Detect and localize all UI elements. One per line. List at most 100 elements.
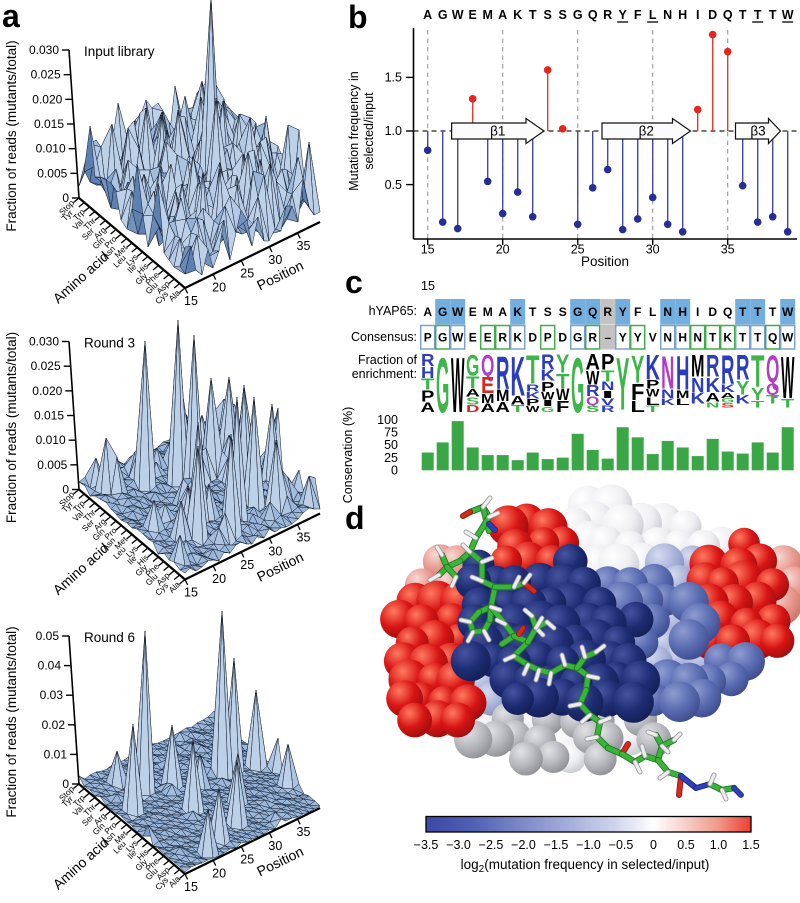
- svg-text:R: R: [541, 351, 554, 374]
- svg-text:P: P: [646, 378, 659, 391]
- svg-text:W: W: [451, 341, 465, 429]
- svg-text:T: T: [751, 399, 765, 409]
- svg-text:0.020: 0.020: [32, 92, 62, 106]
- svg-text:G: G: [466, 350, 479, 383]
- svg-text:0.025: 0.025: [31, 68, 61, 82]
- svg-text:Q: Q: [723, 305, 732, 319]
- svg-text:Q: Q: [588, 8, 598, 22]
- svg-text:1.0: 1.0: [385, 124, 402, 138]
- svg-text:F: F: [631, 380, 644, 406]
- svg-text:G: G: [541, 405, 554, 414]
- svg-text:T: T: [709, 331, 717, 345]
- svg-text:S: S: [559, 305, 567, 319]
- svg-text:T: T: [646, 404, 660, 414]
- svg-text:H: H: [678, 305, 687, 319]
- svg-text:20: 20: [212, 572, 226, 586]
- svg-text:W: W: [452, 331, 464, 345]
- svg-text:Y: Y: [736, 378, 749, 400]
- svg-text:15: 15: [184, 880, 198, 894]
- svg-text:Round 3: Round 3: [84, 336, 135, 351]
- svg-text:25: 25: [240, 853, 254, 867]
- svg-text:35: 35: [721, 243, 735, 257]
- svg-text:30: 30: [268, 544, 282, 558]
- svg-text:50: 50: [384, 438, 398, 452]
- svg-text:K: K: [660, 397, 675, 407]
- svg-text:β1: β1: [490, 124, 505, 139]
- svg-text:Y: Y: [619, 331, 627, 345]
- svg-text:0.030: 0.030: [29, 43, 59, 57]
- svg-text:N: N: [663, 331, 672, 345]
- svg-text:Y: Y: [556, 349, 569, 378]
- svg-text:P: P: [526, 398, 539, 408]
- svg-text:D: D: [708, 8, 717, 22]
- svg-text:P: P: [424, 331, 432, 345]
- svg-text:H: H: [676, 346, 689, 400]
- svg-text:35: 35: [297, 825, 311, 839]
- svg-text:0.020: 0.020: [32, 384, 62, 398]
- svg-text:L: L: [645, 395, 660, 407]
- svg-text:Q: Q: [766, 381, 780, 398]
- svg-text:S: S: [559, 8, 567, 22]
- svg-text:K: K: [723, 331, 732, 345]
- svg-text:Q: Q: [768, 331, 777, 345]
- svg-text:A: A: [705, 390, 719, 404]
- svg-text:−3.5: −3.5: [414, 838, 439, 852]
- svg-text:G: G: [571, 342, 584, 429]
- svg-text:15: 15: [184, 294, 198, 308]
- svg-text:H: H: [678, 331, 687, 345]
- svg-text:Position: Position: [581, 254, 629, 269]
- svg-text:A: A: [498, 305, 507, 319]
- svg-text:M: M: [481, 392, 494, 406]
- svg-text:35: 35: [297, 531, 311, 545]
- svg-text:T: T: [751, 347, 765, 398]
- svg-text:N: N: [663, 305, 672, 319]
- svg-text:T: T: [739, 331, 747, 345]
- svg-text:1.5: 1.5: [385, 71, 402, 85]
- svg-text:I: I: [541, 399, 554, 408]
- svg-text:L: L: [649, 305, 656, 319]
- svg-text:W: W: [556, 386, 570, 404]
- svg-text:T: T: [529, 305, 537, 319]
- svg-text:E: E: [484, 331, 492, 345]
- svg-text:25: 25: [240, 558, 254, 572]
- svg-text:0.5: 0.5: [677, 838, 694, 852]
- svg-text:selected/input: selected/input: [362, 92, 376, 170]
- svg-text:Input library: Input library: [84, 44, 155, 59]
- svg-text:R: R: [603, 8, 612, 22]
- svg-text:0.030: 0.030: [29, 335, 59, 349]
- svg-text:A: A: [720, 391, 735, 400]
- svg-text:T: T: [421, 377, 435, 394]
- svg-text:L: L: [649, 8, 657, 22]
- svg-text:0: 0: [62, 191, 69, 205]
- svg-text:R: R: [496, 346, 509, 399]
- svg-text:M: M: [482, 8, 492, 22]
- svg-text:Q: Q: [586, 395, 599, 408]
- svg-text:K: K: [510, 345, 524, 408]
- svg-text:G: G: [721, 397, 734, 404]
- svg-text:−1.5: −1.5: [544, 838, 569, 852]
- svg-text:K: K: [735, 393, 749, 407]
- svg-text:c: c: [345, 264, 363, 300]
- svg-text:25: 25: [240, 267, 254, 281]
- svg-text:N: N: [661, 388, 674, 401]
- svg-text:G: G: [438, 8, 448, 22]
- svg-text:log2(mutation frequency in sel: log2(mutation frequency in selected/inpu…: [461, 857, 710, 875]
- svg-text:30: 30: [268, 839, 282, 853]
- svg-text:−1.0: −1.0: [576, 838, 601, 852]
- svg-text:L: L: [675, 397, 690, 407]
- svg-text:K: K: [645, 349, 660, 388]
- svg-text:0.01: 0.01: [44, 747, 68, 761]
- svg-text:M: M: [496, 387, 509, 405]
- svg-text:Y: Y: [619, 8, 628, 22]
- svg-text:N: N: [693, 331, 702, 345]
- svg-text:D: D: [558, 331, 567, 345]
- svg-text:T: T: [769, 8, 777, 22]
- svg-text:W: W: [782, 8, 794, 22]
- svg-text:E: E: [481, 372, 494, 399]
- svg-text:0.015: 0.015: [34, 117, 64, 131]
- svg-text:W: W: [646, 387, 660, 399]
- svg-text:F: F: [634, 8, 642, 22]
- svg-text:20: 20: [212, 280, 226, 294]
- svg-text:R: R: [498, 331, 507, 345]
- svg-text:T: T: [511, 403, 525, 414]
